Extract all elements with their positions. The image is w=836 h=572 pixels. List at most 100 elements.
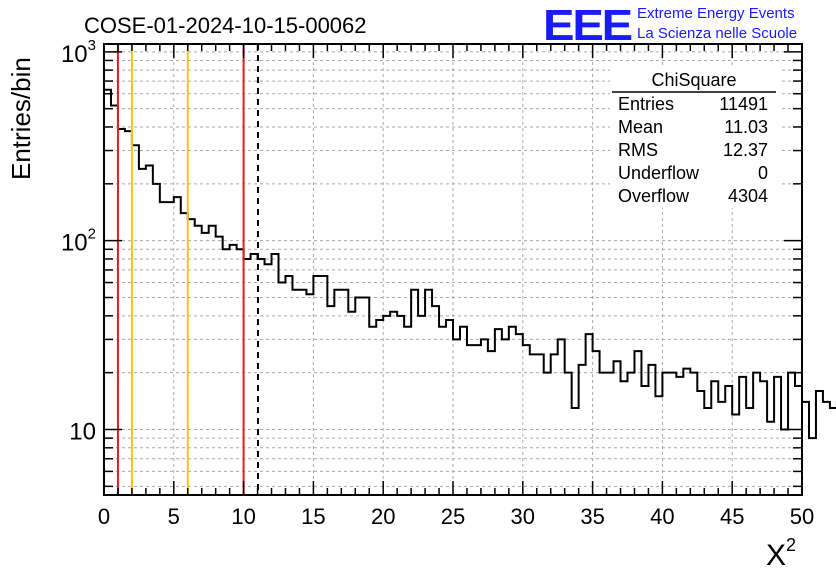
histogram-bin [662,373,669,495]
histogram-bin [397,316,404,495]
histogram-bin [788,373,795,495]
stats-box-rows: Entries 11491 Mean 11.03 RMS 12.37 Underflow 0 O… [618,94,768,206]
histogram-bin [348,312,355,495]
logo-line-1: Extreme Energy Events [637,5,795,22]
histogram-bin [816,391,823,495]
histogram-bin [237,249,244,495]
histogram-bin [641,386,648,495]
histogram-bin [383,316,390,495]
stats-row-label: Entries [618,94,674,114]
histogram-bin [830,408,836,495]
x-axis: 0 5 10 15 20 25 30 35 40 45 50 [98,44,814,529]
x-tick-label: 40 [650,504,674,529]
x-tick-label: 50 [790,504,814,529]
histogram-bin [774,377,781,495]
histogram-bin [153,184,160,495]
histogram-bin [334,290,341,495]
x-axis-label-base: X [766,539,786,572]
histogram-bin [676,377,683,495]
histogram-bin [195,226,202,495]
histogram-bin [272,254,279,495]
histogram-bin [711,381,718,495]
histogram-bin [725,386,732,495]
grid-lines [104,44,802,495]
histogram-bin [523,345,530,495]
histogram-bin [467,345,474,495]
stats-row-label: RMS [618,140,658,160]
y-tick-label: 10 [69,419,96,446]
histogram-bin [809,438,816,495]
histogram-bin [634,351,641,495]
stats-row-label: Overflow [618,186,690,206]
histogram-bin [746,408,753,495]
stats-box: ChiSquare Entries 11491 Mean 11.03 RMS 12.37 U… [610,66,780,208]
y-tick-label-base: 10 [61,41,88,68]
histogram-bin [167,202,174,495]
stats-row-value: 11.03 [724,117,768,137]
histogram-bin [690,373,697,495]
stats-row-label: Underflow [618,163,700,183]
stats-box-title: ChiSquare [651,70,736,90]
histogram-bin [125,131,132,495]
histogram-bin [355,298,362,495]
histogram-bin [732,415,739,495]
histogram-bin [216,237,223,495]
histogram-bin [285,276,292,495]
histogram-bin [802,402,809,495]
x-tick-label: 35 [580,504,604,529]
chart-title: COSE-01-2024-10-15-00062 [84,13,367,38]
histogram-bin [369,327,376,495]
x-tick-label: 30 [511,504,535,529]
histogram-bin [704,408,711,495]
x-tick-label: 5 [168,504,180,529]
histogram-bin [188,219,195,495]
histogram-bin [111,105,118,495]
histogram-bin [621,381,628,495]
histogram-outline [103,88,836,495]
histogram-bin [146,166,153,495]
histogram-bin [579,365,586,495]
y-tick-label-base: 10 [61,230,88,257]
histogram-bin [432,306,439,495]
histogram-bin [202,233,209,495]
stats-row-value: 11491 [719,94,768,114]
histogram-bin [655,396,662,495]
histogram-bin [586,334,593,495]
y-tick-label: 102 [61,226,96,257]
y-tick-label-exponent: 2 [88,226,96,243]
histogram-bin [516,334,523,495]
histogram-bin [230,245,237,495]
stats-row-value: 0 [758,163,768,183]
histogram-bin [558,339,565,495]
stats-row-value: 4304 [728,186,768,206]
histogram-bin [341,290,348,495]
histogram-bin [565,373,572,495]
histogram-bin [488,351,495,495]
histogram-bin [481,339,488,495]
histogram-bin [718,402,725,495]
histogram-bin [313,276,320,495]
histogram-bin [244,259,251,495]
histogram-bin [628,373,635,495]
stats-row-label: Mean [618,117,663,137]
y-tick-label-base: 10 [69,419,96,446]
y-axis-label: Entries/bin [6,57,36,180]
x-tick-label: 10 [231,504,255,529]
y-tick-label-exponent: 3 [88,37,96,54]
histogram-bin [327,306,334,495]
histogram-bin [160,202,167,495]
histogram-bin [362,298,369,495]
x-tick-label: 45 [720,504,744,529]
histogram-bin [292,290,299,495]
x-tick-label: 0 [98,504,110,529]
histogram-bin [474,345,481,495]
histogram-bin [390,312,397,495]
histogram-bin [600,373,607,495]
histogram-bin [502,339,509,495]
y-tick-label: 103 [61,37,96,68]
histogram-bin [572,408,579,495]
histogram-bin [139,169,146,495]
histogram-bin [376,320,383,495]
